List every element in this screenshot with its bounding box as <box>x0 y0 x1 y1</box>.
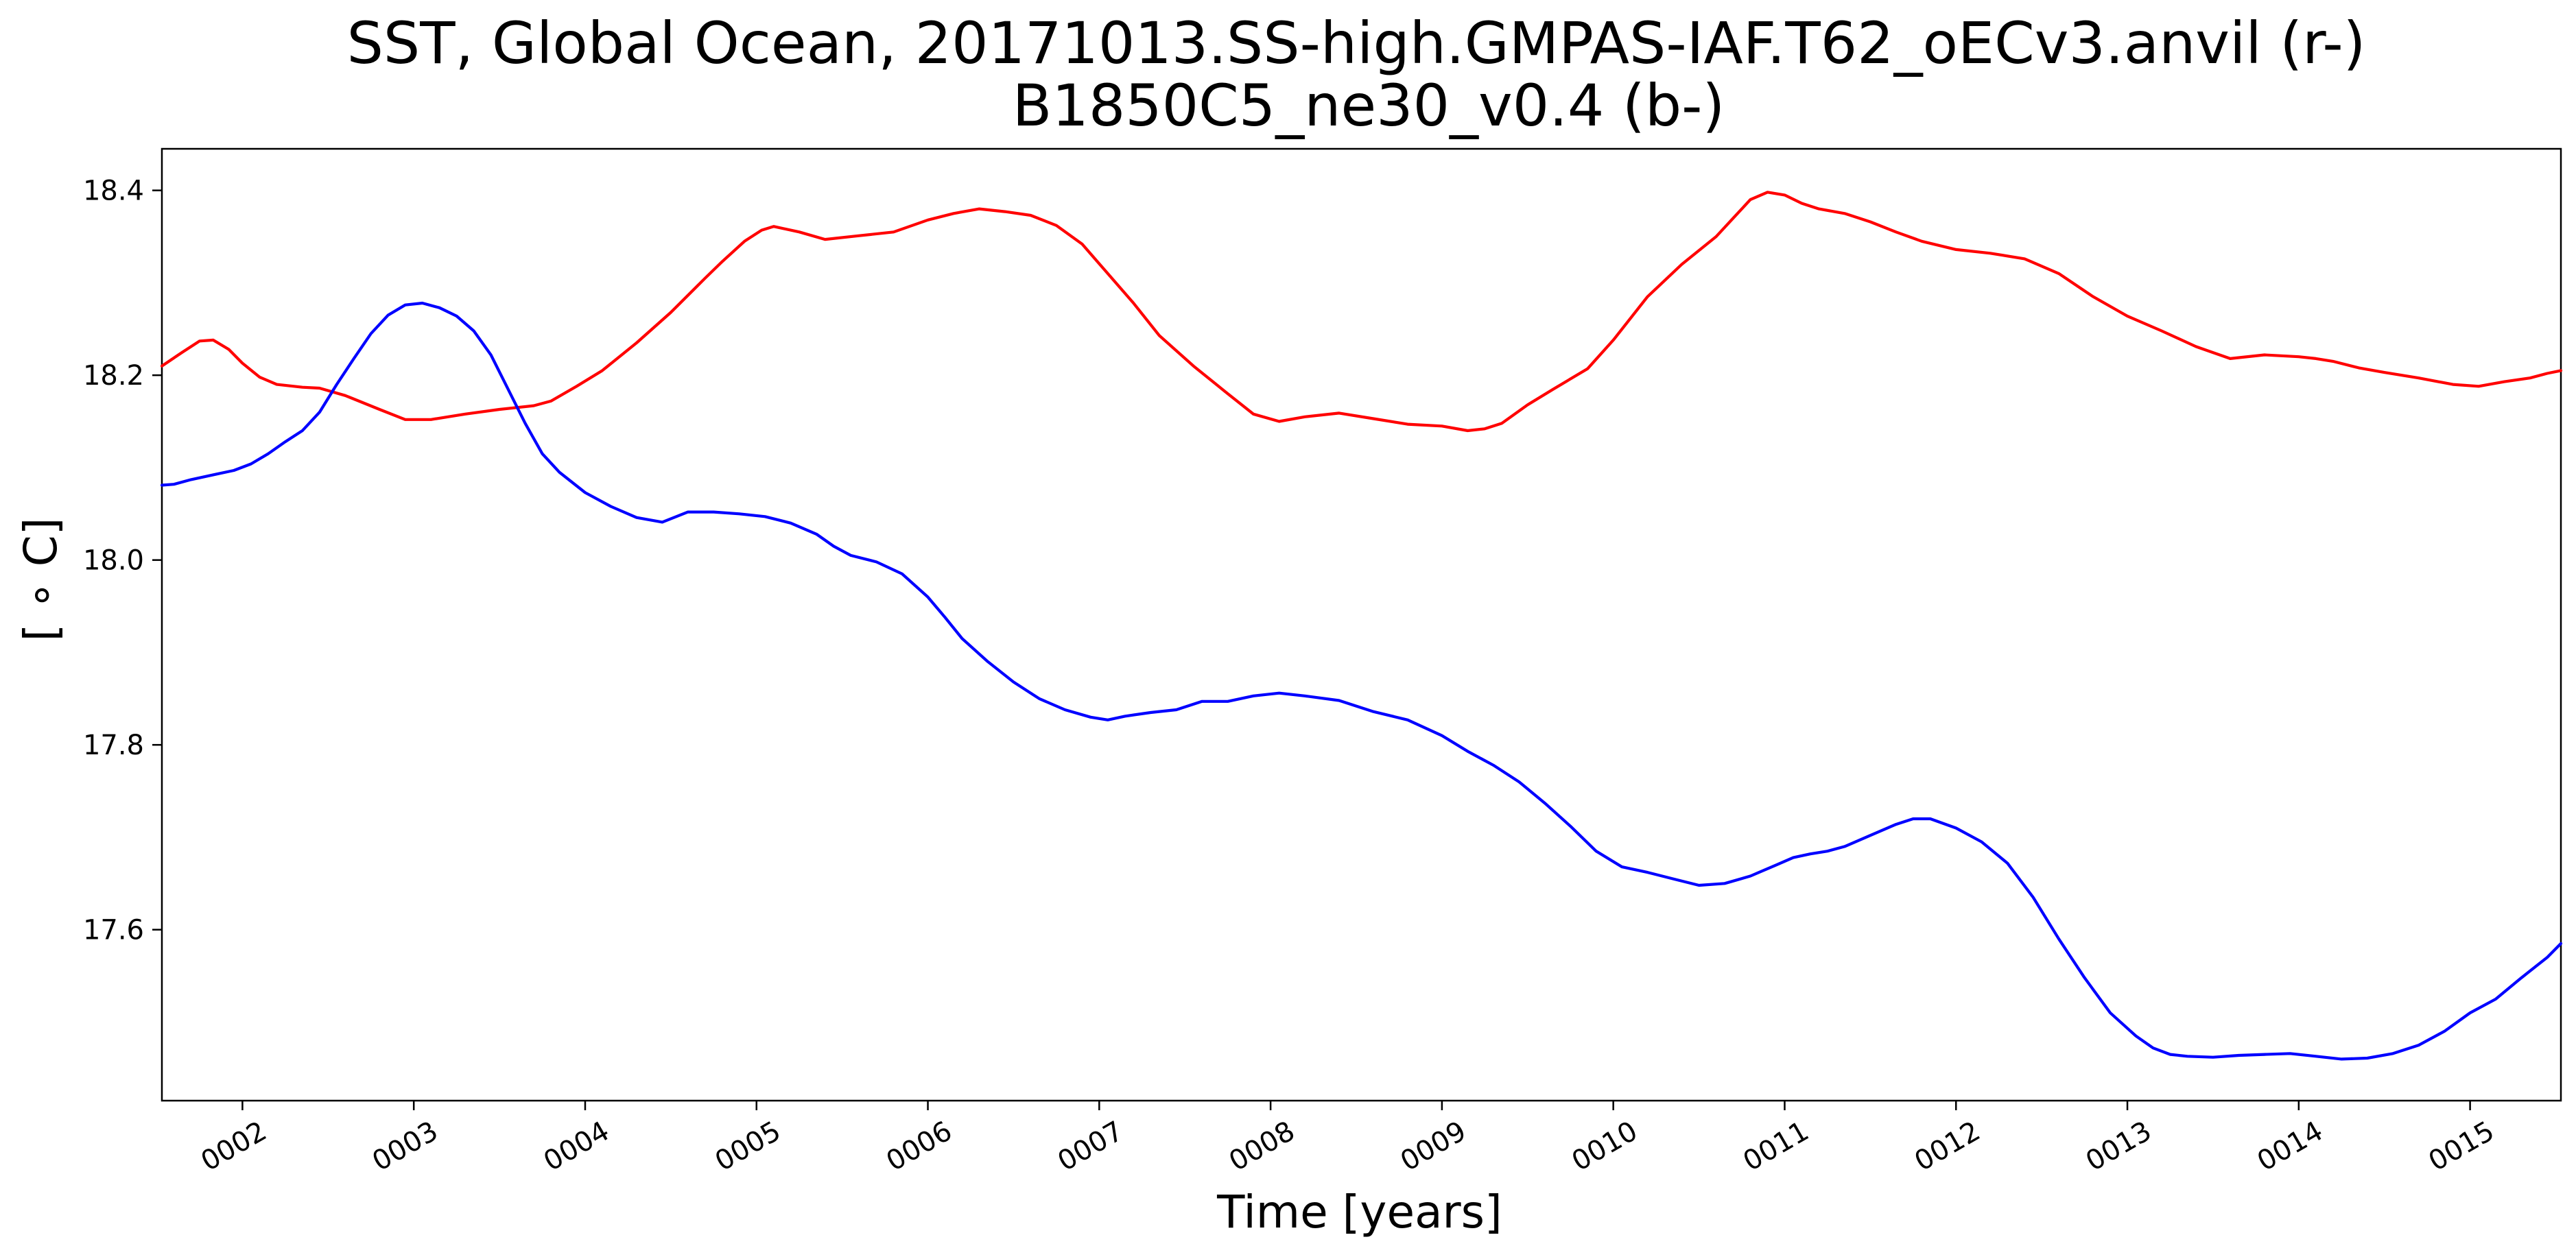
x-tick-label: 0009 <box>1395 1115 1472 1177</box>
series-line-1 <box>160 191 2563 433</box>
y-tick-label: 17.6 <box>83 915 144 946</box>
chart-title-line1: SST, Global Ocean, 20171013.SS-high.GMPA… <box>347 10 2366 77</box>
y-axis: 17.6 17.8 18.0 18.2 18.4 <box>83 176 162 946</box>
y-tick-label: 18.0 <box>83 545 144 577</box>
x-tick-label: 0010 <box>1567 1115 1643 1177</box>
plot-frame <box>161 147 2562 1102</box>
x-tick-label: 0004 <box>539 1115 615 1177</box>
x-tick-label: 0007 <box>1052 1115 1129 1177</box>
y-tick-label: 18.2 <box>83 360 144 392</box>
x-tick-label: 0011 <box>1738 1115 1814 1177</box>
x-tick-label: 0014 <box>2252 1115 2328 1177</box>
x-axis: 0002 0003 0004 0005 0006 0007 0008 0009 0010 0011… <box>196 1101 2500 1177</box>
x-tick-label: 0015 <box>2424 1115 2500 1177</box>
y-tick-label: 18.4 <box>83 176 144 207</box>
series-line-2 <box>160 301 2563 1061</box>
chart-title-line2: B1850C5_ne30_v0.4 (b-) <box>1013 72 1725 139</box>
x-tick-label: 0006 <box>881 1115 957 1177</box>
x-tick-label: 0003 <box>367 1115 443 1177</box>
y-axis-label: [ ∘ C] <box>14 518 67 642</box>
x-tick-label: 0002 <box>196 1115 272 1177</box>
x-axis-label: Time [years] <box>1216 1186 1502 1238</box>
y-tick-label: 17.8 <box>83 730 144 761</box>
series-layer <box>160 191 2563 1061</box>
x-tick-label: 0013 <box>2081 1115 2157 1177</box>
x-tick-label: 0008 <box>1224 1115 1300 1177</box>
x-tick-label: 0005 <box>710 1115 786 1177</box>
plot-area <box>161 147 2562 1102</box>
x-tick-label: 0012 <box>1909 1115 1985 1177</box>
